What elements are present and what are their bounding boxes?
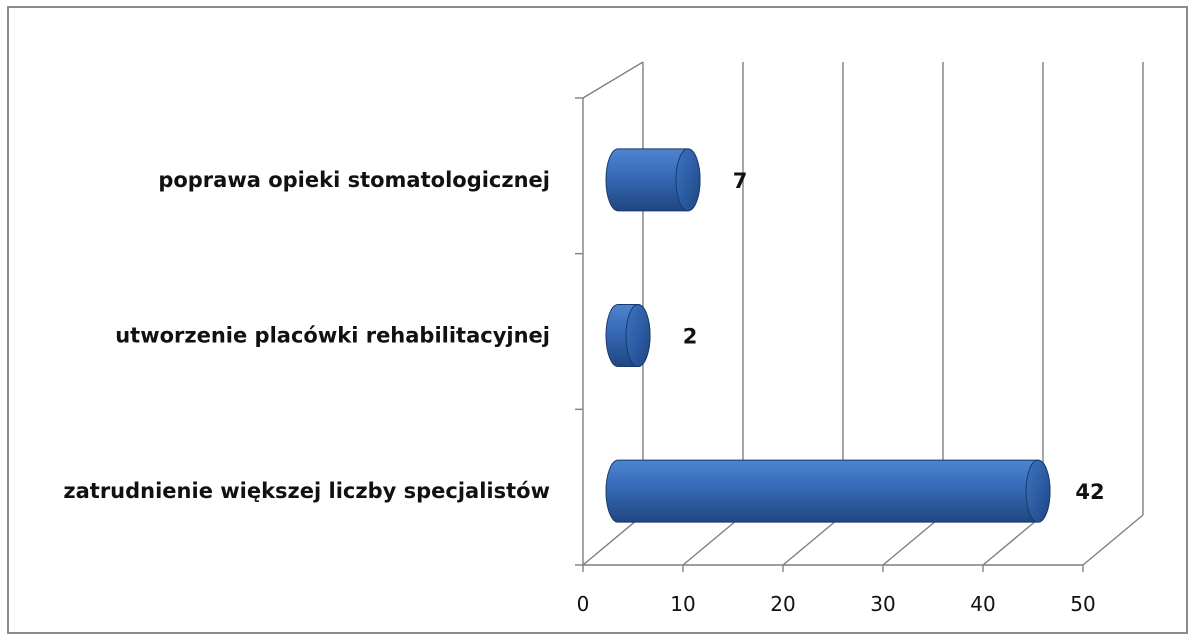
floor-line-40	[982, 514, 1044, 566]
data-label: 2	[683, 325, 698, 349]
side-wall-top	[582, 61, 644, 99]
bar-cap-0	[675, 148, 701, 212]
x-tick-label: 10	[670, 592, 695, 616]
x-tick-label: 20	[770, 592, 795, 616]
floor-line-50	[1082, 514, 1144, 566]
floor-line-0	[582, 514, 644, 566]
bar-2	[605, 459, 1051, 523]
data-label: 42	[1075, 480, 1104, 504]
bar-cap-2	[1025, 459, 1051, 523]
x-tick-label: 40	[970, 592, 995, 616]
category-label: zatrudnienie większej liczby specjalistó…	[63, 479, 550, 503]
floor-line-10	[682, 514, 744, 566]
category-label: poprawa opieki stomatologicznej	[158, 168, 550, 192]
data-label: 7	[733, 169, 748, 193]
bar-cap-1	[625, 304, 651, 367]
floor-line-30	[882, 514, 944, 566]
x-tick-label: 50	[1070, 592, 1095, 616]
category-label: utworzenie placówki rehabilitacyjnej	[115, 324, 550, 348]
floor-line-20	[782, 514, 844, 566]
x-tick-label: 30	[870, 592, 895, 616]
x-tick-label: 0	[577, 592, 590, 616]
chart-frame	[7, 6, 1188, 634]
